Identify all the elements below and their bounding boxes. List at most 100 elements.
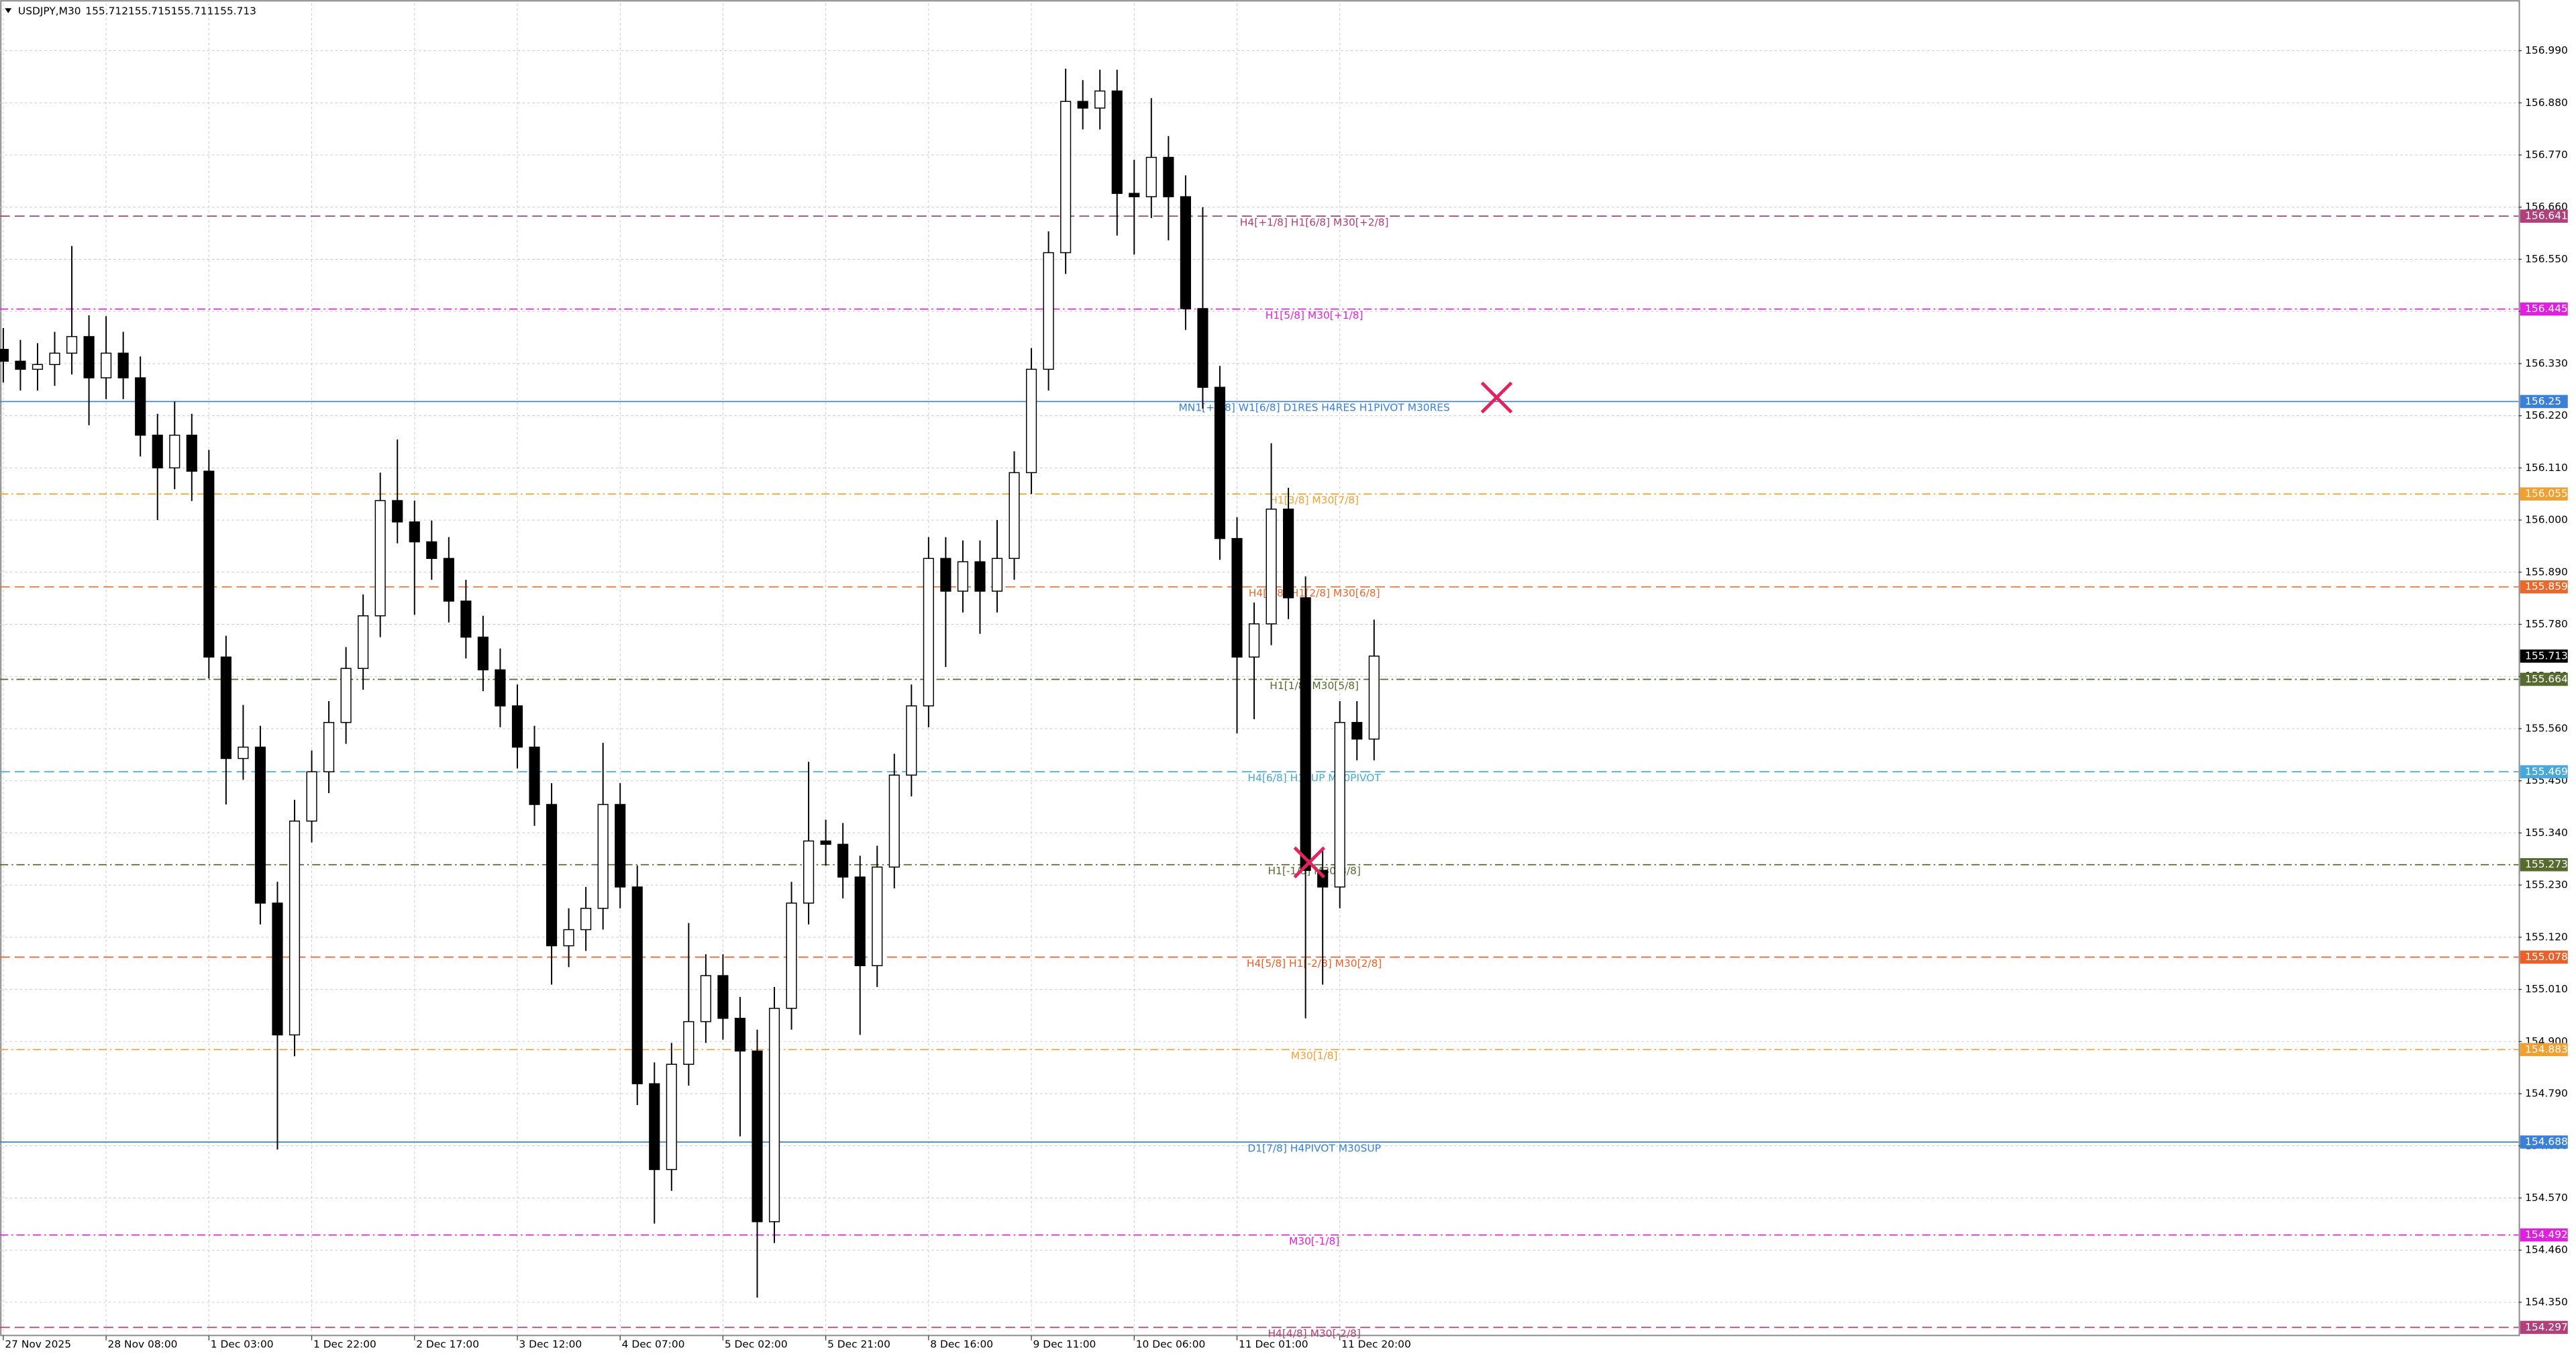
candle-body [1283,509,1294,598]
candle-body [803,840,815,904]
y-tick-label: 155.560 [2525,722,2568,734]
candle-body [837,843,849,878]
candle-body [700,975,711,1023]
candle-body [66,335,78,354]
candle-body [597,804,609,909]
candle-body [615,804,626,888]
price-tag-label: 154.688 [2525,1136,2568,1148]
candle-body [717,975,729,1019]
x-tick-label: 1 Dec 22:00 [313,1338,376,1350]
price-tag [2520,765,2568,779]
candle-body [426,541,437,560]
y-tick-label: 156.990 [2525,44,2568,56]
candle-body [1231,537,1243,658]
candle-body [289,821,301,1036]
candle-body [15,360,26,370]
price-tag-label: 156.055 [2525,488,2568,500]
candle-body [152,434,163,469]
candle-body [631,886,643,1084]
price-tag-label: 155.859 [2525,580,2568,592]
candle-body [340,668,352,723]
price-tag-label: 156.25 [2525,395,2561,407]
candle-body [752,1050,763,1222]
candle-body [1351,722,1363,740]
y-tick-label: 156.550 [2525,253,2568,265]
candle-body [392,500,403,523]
candle-body [546,804,558,947]
y-tick-label: 156.000 [2525,514,2568,526]
price-tag-label: 155.664 [2525,673,2568,685]
current-price-label: 155.713 [2525,649,2568,662]
x-tick-label: 2 Dec 17:00 [416,1338,479,1350]
quote-value: 155.712 [85,5,128,17]
x-tick-label: 3 Dec 12:00 [519,1338,582,1350]
candle-body [1145,156,1157,197]
candle-body [1111,90,1123,194]
x-tick-label: 9 Dec 11:00 [1033,1338,1096,1350]
candle-body [820,840,831,845]
price-tag [2520,580,2568,594]
x-tick-label: 8 Dec 16:00 [930,1338,993,1350]
candle-body [83,335,95,378]
price-tag [2520,950,2568,964]
price-tag-label: 156.641 [2525,210,2568,222]
plot-frame [0,0,2520,1337]
candle-body [563,929,574,947]
quote-value: 155.715 [128,5,171,17]
price-tag-label: 155.273 [2525,858,2568,870]
candle-body [1009,472,1020,560]
y-tick-label: 154.460 [2525,1244,2568,1256]
candle-body [649,1083,660,1170]
y-tick-label: 155.780 [2525,618,2568,630]
y-tick-label: 154.790 [2525,1088,2568,1100]
price-tag [2520,1135,2568,1149]
candle-body [1077,101,1088,109]
x-tick-label: 1 Dec 03:00 [211,1338,274,1350]
price-tag [2520,1228,2568,1242]
price-tag-label: 156.445 [2525,303,2568,315]
price-tag-label: 155.078 [2525,951,2568,963]
candle-body [409,521,420,543]
quote: 155.712 155.715 155.711 155.713 [85,5,256,17]
y-tick-label: 154.350 [2525,1296,2568,1308]
candle-body [323,722,335,773]
level-label: D1[7/8] H4PIVOT M30SUP [1247,1142,1381,1154]
candle-body [940,558,951,592]
x-tick-label: 11 Dec 20:00 [1341,1338,1411,1350]
level-label: H4[4/8] M30[-2/8] [1268,1328,1360,1340]
level-label: H1[5/8] M30[+1/8] [1266,309,1363,321]
markers [1293,381,1513,879]
quote-value: 155.711 [171,5,214,17]
candle-body [1043,252,1054,370]
candle-body [272,902,283,1036]
level-label: MN1[+1/8] W1[6/8] D1RES H4RES H1PIVOT M3… [1179,402,1450,414]
price-tag-label: 154.297 [2525,1321,2568,1333]
level-label: H4[7/8] H1[2/8] M30[6/8] [1249,587,1380,599]
candle-body [991,558,1003,592]
x-tick-label: 11 Dec 01:00 [1239,1338,1308,1350]
candle-body [1266,509,1277,625]
y-tick-label: 156.110 [2525,462,2568,474]
candle-body [1214,386,1226,539]
menu-arrow[interactable] [5,8,12,13]
candle-body [117,352,129,378]
price-tag [2520,1320,2568,1335]
y-tick-label: 156.220 [2525,409,2568,421]
level-label: M30[1/8] [1291,1050,1338,1062]
candle-body [477,636,488,671]
level-label: H4[+1/8] H1[6/8] M30[+2/8] [1240,216,1389,228]
candle-body [186,434,197,472]
x-tick-label: 10 Dec 06:00 [1136,1338,1206,1350]
candle-body [1197,308,1208,388]
candle-body [923,558,934,707]
level-label: H4[5/8] H1[-2/8] M30[2/8] [1247,957,1382,970]
level-label: H4[6/8] H1SUP M30PIVOT [1248,772,1382,784]
candle-body [238,746,249,760]
candle-body [974,561,986,592]
y-tick-label: 155.230 [2525,879,2568,891]
candle-body [906,705,917,776]
candle-body [374,500,386,617]
level-label: H1[3/8] M30[7/8] [1270,494,1359,507]
candle-body [358,615,369,669]
